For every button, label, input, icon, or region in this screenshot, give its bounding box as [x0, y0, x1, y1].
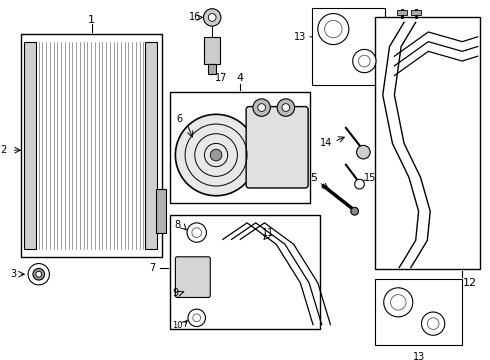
Bar	[146, 42, 157, 249]
Circle shape	[318, 14, 349, 45]
Bar	[375, 17, 480, 269]
Text: 8: 8	[174, 220, 180, 230]
Circle shape	[351, 207, 359, 215]
Circle shape	[188, 309, 205, 327]
Circle shape	[421, 312, 445, 335]
Text: 13: 13	[413, 352, 425, 360]
Text: 4: 4	[236, 73, 244, 84]
Bar	[22, 34, 162, 257]
FancyBboxPatch shape	[175, 257, 210, 297]
Text: 13: 13	[294, 32, 307, 42]
Circle shape	[427, 318, 439, 329]
Text: 2: 2	[1, 145, 7, 155]
Text: 16: 16	[189, 13, 201, 22]
Circle shape	[187, 223, 206, 242]
Circle shape	[384, 288, 413, 317]
Text: 9: 9	[172, 288, 178, 298]
Text: 12: 12	[463, 278, 477, 288]
Bar	[170, 215, 320, 329]
FancyBboxPatch shape	[246, 107, 308, 188]
Text: 3: 3	[10, 269, 17, 279]
Circle shape	[359, 55, 370, 67]
Text: 11: 11	[262, 228, 274, 238]
Circle shape	[253, 99, 270, 116]
Bar	[397, 10, 407, 14]
Text: 17: 17	[215, 72, 227, 82]
Bar	[170, 92, 310, 203]
Circle shape	[258, 104, 266, 112]
Bar	[208, 64, 216, 74]
Bar	[204, 37, 220, 64]
Circle shape	[391, 294, 406, 310]
Circle shape	[36, 271, 42, 277]
Text: 14: 14	[320, 138, 333, 148]
Circle shape	[203, 9, 221, 26]
Circle shape	[324, 21, 342, 38]
Circle shape	[210, 149, 222, 161]
Circle shape	[175, 114, 257, 196]
Circle shape	[282, 104, 290, 112]
Circle shape	[357, 145, 370, 159]
Circle shape	[28, 264, 49, 285]
Text: 7: 7	[149, 264, 155, 273]
Circle shape	[277, 99, 294, 116]
Text: 5: 5	[311, 173, 318, 183]
Circle shape	[355, 179, 365, 189]
Circle shape	[193, 314, 200, 322]
Bar	[156, 189, 166, 233]
Circle shape	[33, 269, 45, 280]
Text: 15: 15	[364, 173, 376, 183]
Circle shape	[208, 14, 216, 21]
Bar	[375, 279, 462, 345]
Text: 10: 10	[172, 321, 183, 330]
Bar	[411, 10, 420, 14]
Bar	[312, 8, 385, 85]
Text: 1: 1	[88, 15, 95, 25]
Circle shape	[192, 228, 201, 237]
Circle shape	[353, 49, 376, 73]
Bar	[24, 42, 36, 249]
Text: 6: 6	[176, 114, 182, 124]
